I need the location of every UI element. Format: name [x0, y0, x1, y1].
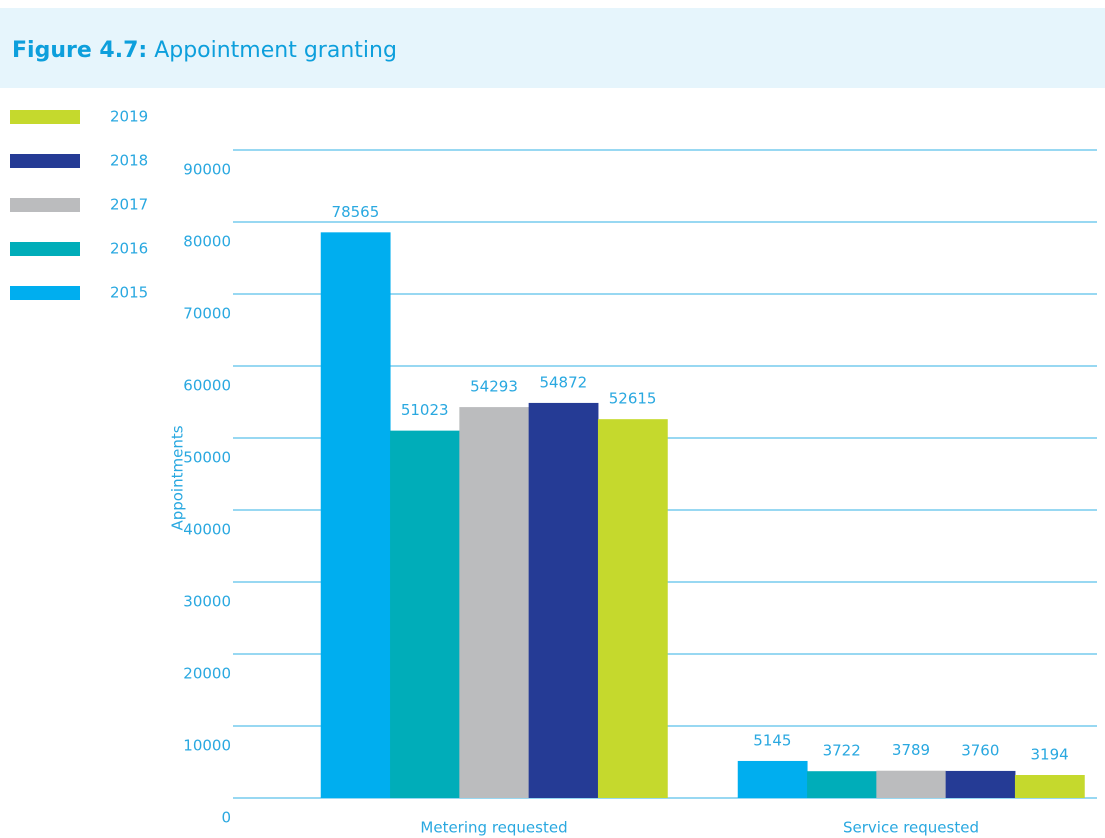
value-label: 3789 — [892, 741, 930, 759]
title-text: Appointment granting — [154, 38, 397, 63]
bar — [1014, 775, 1085, 798]
bar — [320, 232, 391, 798]
bar — [807, 771, 877, 798]
title-prefix: Figure 4.7: — [12, 38, 147, 63]
value-label: 5145 — [753, 731, 791, 749]
chart-title: Figure 4.7: Appointment granting — [12, 38, 397, 63]
y-tick-label: 30000 — [183, 593, 231, 611]
value-label: 54293 — [470, 378, 518, 396]
y-axis-label: Appointments — [169, 425, 187, 530]
y-tick-label: 20000 — [183, 665, 231, 683]
legend-label: 2016 — [110, 240, 148, 258]
legend-swatch — [10, 154, 80, 168]
legend-label: 2017 — [110, 196, 148, 214]
bar — [737, 760, 808, 798]
legend-label: 2015 — [110, 284, 148, 302]
legend-swatch — [10, 242, 80, 256]
y-tick-label: 40000 — [183, 521, 231, 539]
legend-swatch — [10, 198, 80, 212]
value-label: 3760 — [961, 741, 999, 759]
value-label: 52615 — [609, 390, 657, 408]
x-tick-label: Service requested — [843, 819, 979, 837]
bar — [945, 770, 1016, 798]
y-tick-label: 60000 — [183, 377, 231, 395]
y-tick-label: 90000 — [183, 161, 231, 179]
bar — [459, 407, 530, 798]
legend-label: 2018 — [110, 152, 148, 170]
bar — [876, 770, 947, 798]
x-tick-label: Metering requested — [420, 819, 567, 837]
legend-swatch — [10, 110, 80, 124]
legend-label: 2019 — [110, 108, 148, 126]
value-label: 54872 — [539, 373, 587, 391]
y-tick-label: 80000 — [183, 233, 231, 251]
bar — [597, 419, 668, 798]
y-tick-label: 50000 — [183, 449, 231, 467]
value-label: 51023 — [401, 401, 449, 419]
y-tick-label: 70000 — [183, 305, 231, 323]
value-label: 3194 — [1031, 746, 1069, 764]
value-label: 78565 — [332, 203, 380, 221]
y-tick-label: 10000 — [183, 737, 231, 755]
title-banner — [0, 8, 1105, 88]
y-tick-label: 0 — [221, 809, 231, 827]
bar — [390, 430, 460, 798]
legend-swatch — [10, 286, 80, 300]
bar — [528, 402, 599, 798]
value-label: 3722 — [823, 742, 861, 760]
